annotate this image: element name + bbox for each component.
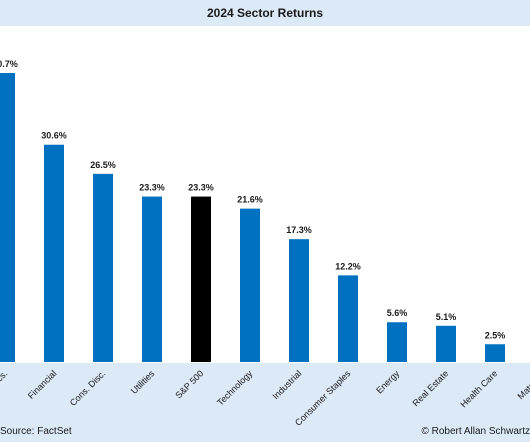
data-label-cons-disc: 26.5% [90,160,116,170]
chart-footer: Source: FactSet © Robert Allan Schwartz [0,420,530,442]
bar-financial [44,144,64,362]
bar-s-p-500 [191,196,211,362]
bar-comm-svcs [0,73,15,362]
category-label-comm-svcs: Comm. Svcs. [0,368,9,413]
data-label-health-care: 2.5% [485,330,506,340]
plot-area [0,26,530,363]
data-label-utilities: 23.3% [139,183,165,193]
data-label-real-estate: 5.1% [436,312,457,322]
data-label-industrial: 17.3% [286,225,312,235]
category-label-technology: Technology [215,368,255,408]
category-label-energy: Energy [374,368,402,396]
copyright-note: © Robert Allan Schwartz [421,426,530,437]
bar-cons-disc [93,173,113,362]
category-label-real-estate: Real Estate [410,368,450,408]
data-label-s-p-500: 23.3% [188,183,214,193]
data-label-financial: 30.6% [41,131,67,141]
data-label-consumer-staples: 12.2% [335,261,361,271]
category-label-financial: Financial [26,368,59,401]
chart-title: 2024 Sector Returns [206,6,324,20]
bar-industrial [289,239,309,362]
category-label-consumer-staples: Consumer Staples [293,368,353,428]
bar-utilities [142,196,162,362]
data-label-technology: 21.6% [237,195,263,205]
bar-health-care [485,344,505,362]
source-note: Source: FactSet [0,426,72,437]
category-label-industrial: Industrial [271,368,304,401]
chart-title-bar: 2024 Sector Returns [0,0,530,26]
bar-real-estate [436,325,456,362]
category-label-utilities: Utilities [129,368,157,396]
category-label-s-p-500: S&P 500 [173,368,205,400]
category-label-cons-disc: Cons. Disc. [68,368,108,408]
data-label-comm-svcs: 40.7% [0,59,18,69]
bar-consumer-staples [338,275,358,362]
category-label-health-care: Health Care [458,368,499,409]
category-label-materials: Materials [516,368,530,401]
bar-technology [240,208,260,362]
bar-energy [387,322,407,362]
data-label-energy: 5.6% [387,308,408,318]
